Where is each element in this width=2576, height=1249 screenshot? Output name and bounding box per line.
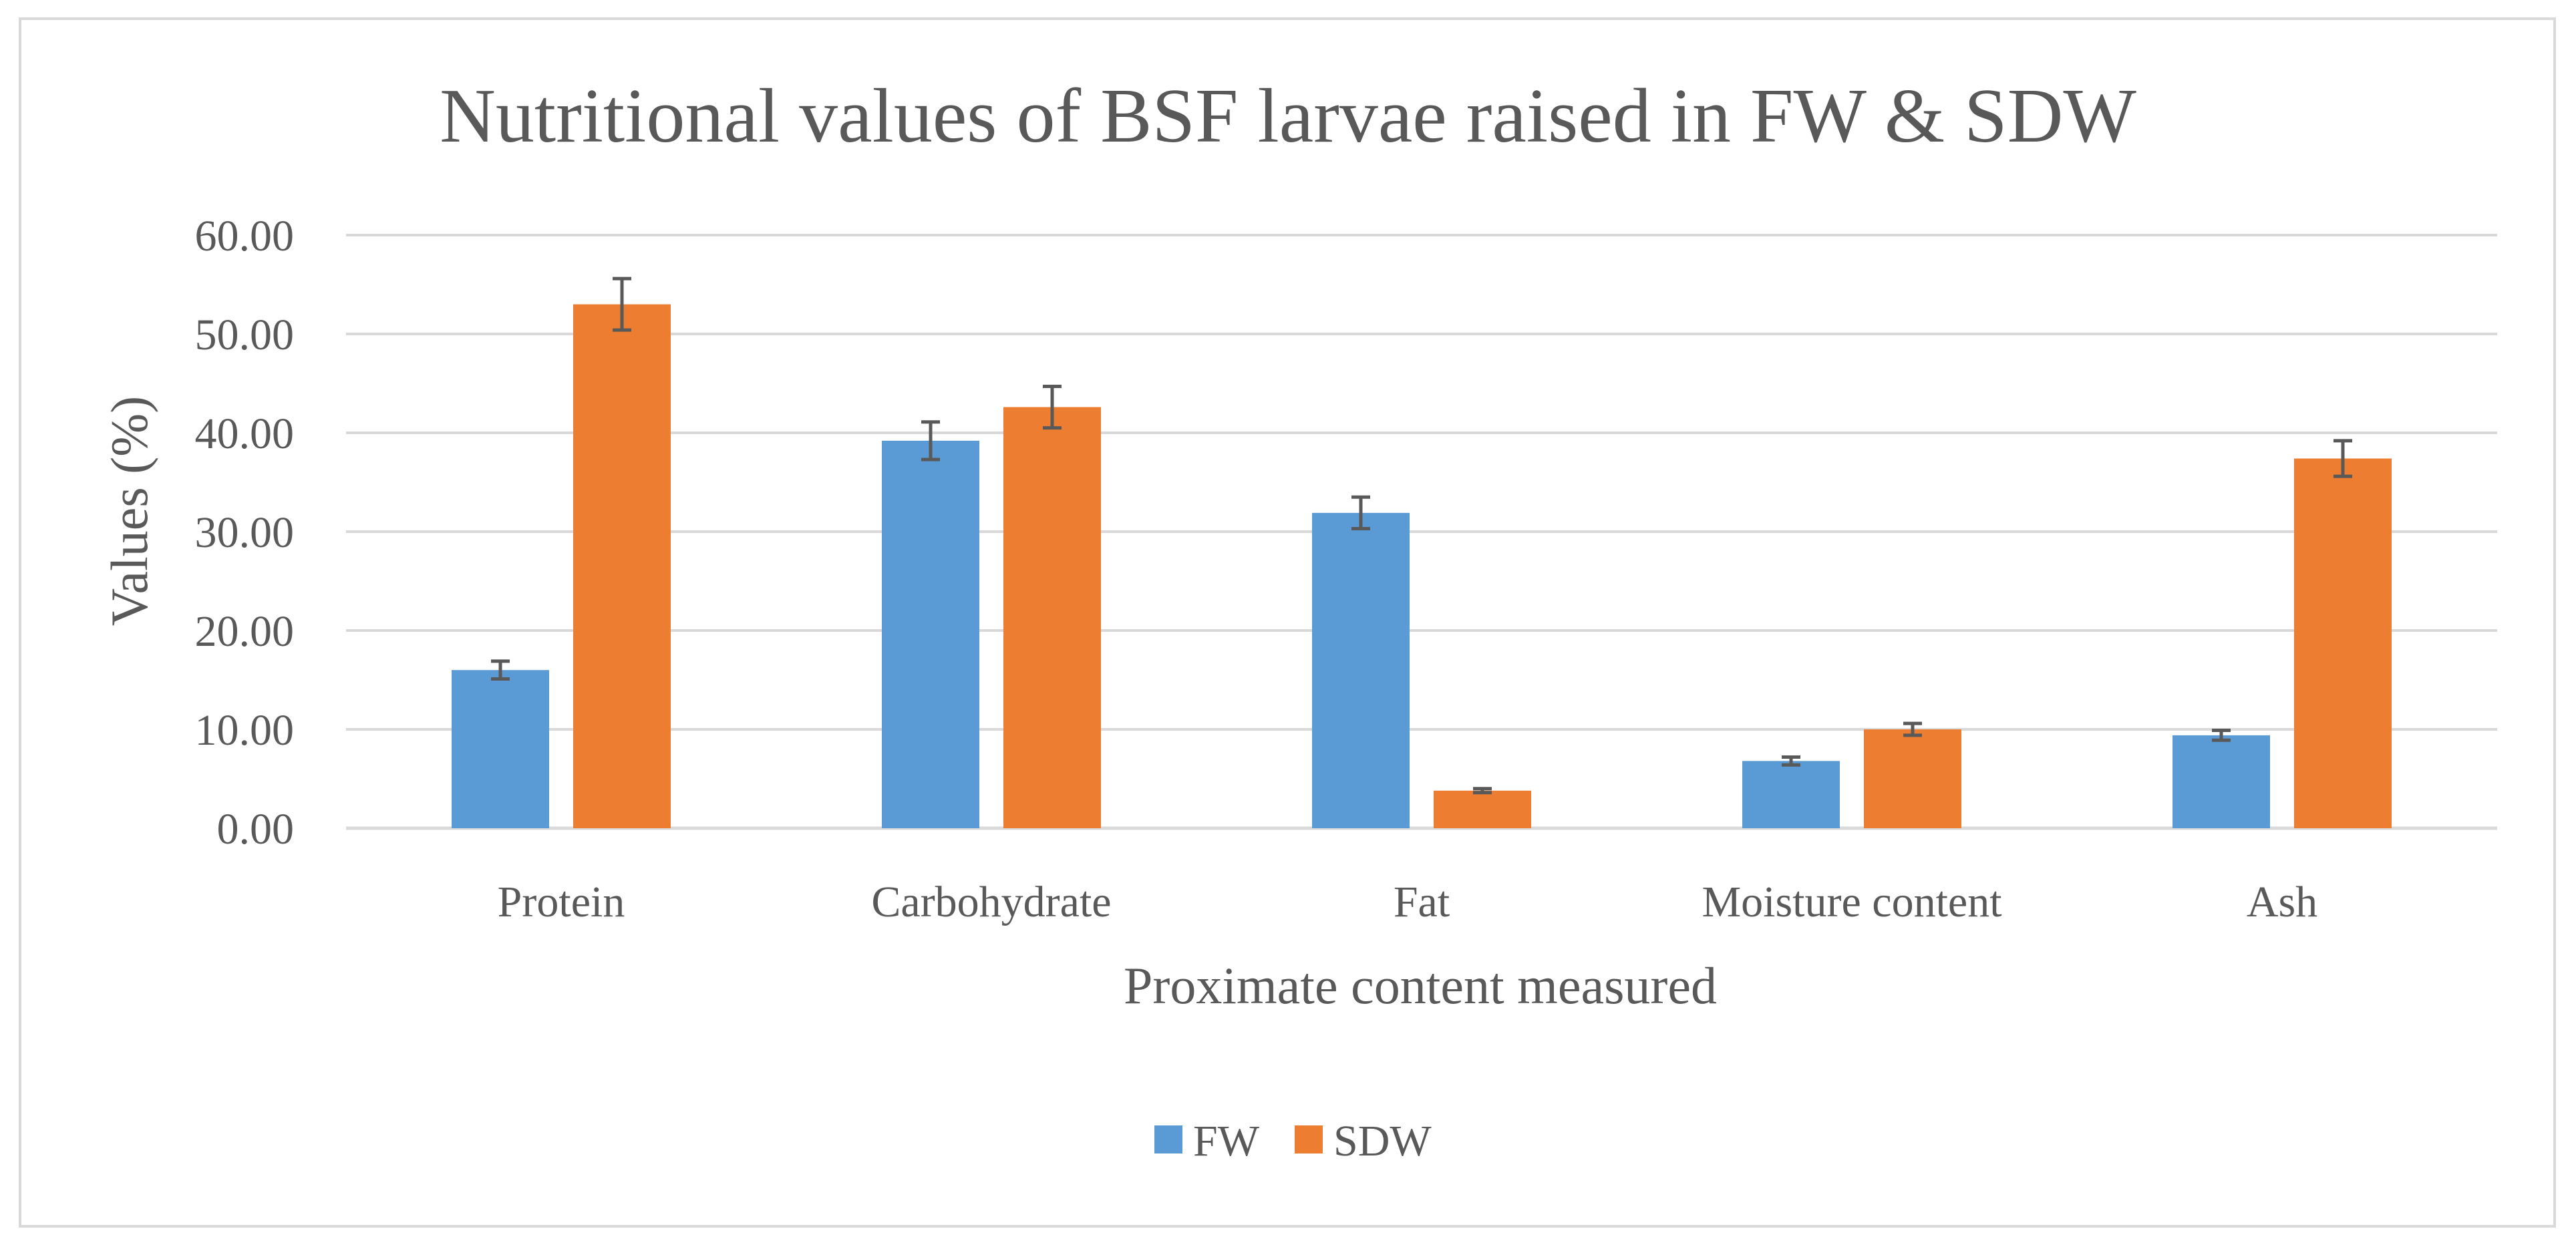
gridlines bbox=[346, 234, 2497, 830]
y-tick-label: 30.00 bbox=[195, 508, 295, 557]
error-bar bbox=[1903, 721, 1922, 737]
bar-fw-ash bbox=[2172, 735, 2270, 828]
legend-label-fw: FW bbox=[1193, 1117, 1260, 1166]
error-bar bbox=[1351, 495, 1370, 531]
bar-fw-fat bbox=[1312, 512, 1410, 828]
error-bar bbox=[491, 659, 510, 681]
x-tick-label: Fat bbox=[1394, 878, 1450, 926]
x-tick-label: Ash bbox=[2247, 878, 2317, 926]
bar-fw-carbohydrate bbox=[882, 440, 979, 828]
bars bbox=[452, 277, 2392, 829]
legend-swatch-fw bbox=[1154, 1125, 1182, 1153]
y-tick-label: 20.00 bbox=[195, 607, 295, 656]
error-bar bbox=[1782, 755, 1800, 767]
x-tick-label: Moisture content bbox=[1702, 878, 2001, 926]
error-bar bbox=[2333, 439, 2352, 478]
error-bar bbox=[2212, 728, 2231, 742]
bar-sdw-ash bbox=[2294, 458, 2392, 828]
y-axis-ticks: 0.00 10.00 20.00 30.00 40.00 50.00 60.00 bbox=[195, 212, 295, 854]
bar-fw-moisture-content bbox=[1742, 761, 1840, 828]
bar-sdw-carbohydrate bbox=[1003, 407, 1101, 828]
chart-title: Nutritional values of BSF larvae raised … bbox=[440, 73, 2136, 159]
bar-sdw-moisture-content bbox=[1864, 729, 1961, 828]
error-bar bbox=[921, 420, 940, 462]
y-tick-label: 50.00 bbox=[195, 311, 295, 359]
x-tick-label: Carbohydrate bbox=[871, 878, 1111, 926]
chart-frame bbox=[19, 17, 2556, 1228]
legend-label-sdw: SDW bbox=[1333, 1117, 1432, 1166]
y-tick-label: 0.00 bbox=[217, 805, 295, 854]
error-bar bbox=[1473, 787, 1492, 795]
bar-sdw-protein bbox=[573, 304, 671, 829]
x-tick-label: Protein bbox=[498, 878, 625, 926]
y-tick-label: 10.00 bbox=[195, 706, 295, 755]
y-tick-label: 40.00 bbox=[195, 409, 295, 458]
x-axis-ticks: Protein Carbohydrate Fat Moisture content As… bbox=[498, 878, 2318, 926]
y-axis-title: Values (%) bbox=[100, 396, 158, 626]
bar-sdw-fat bbox=[1434, 790, 1531, 828]
error-bar bbox=[613, 277, 631, 332]
legend-swatch-sdw bbox=[1295, 1125, 1323, 1153]
error-bar bbox=[1043, 384, 1062, 430]
x-axis-title: Proximate content measured bbox=[1124, 956, 1717, 1015]
legend: FW SDW bbox=[1154, 1117, 1432, 1166]
bar-fw-protein bbox=[452, 670, 549, 828]
y-tick-label: 60.00 bbox=[195, 212, 295, 260]
